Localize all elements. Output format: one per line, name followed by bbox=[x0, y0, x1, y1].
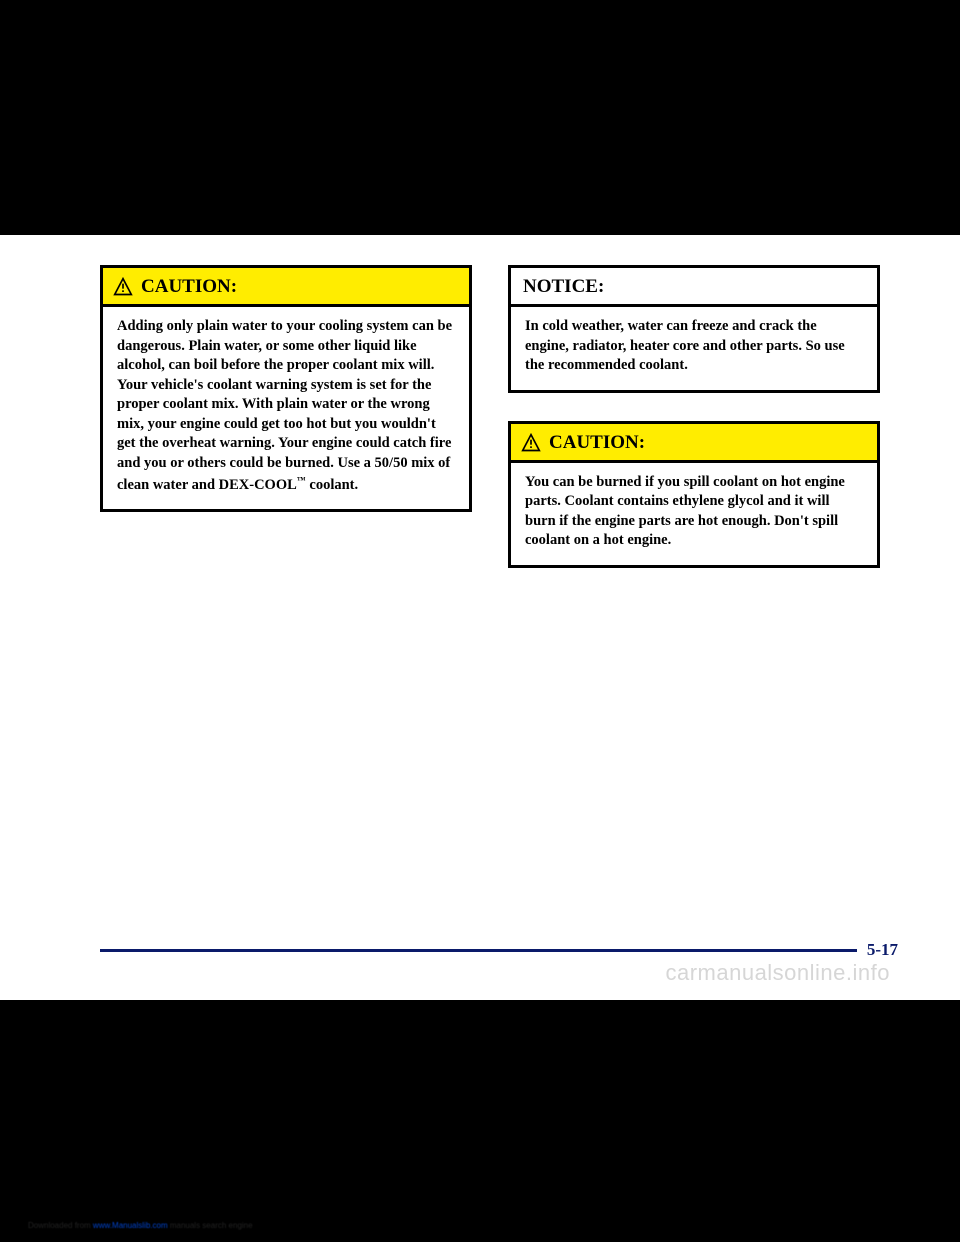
caution-box-2: CAUTION: You can be burned if you spill … bbox=[508, 421, 880, 568]
footer-rule bbox=[100, 949, 880, 952]
warning-triangle-icon bbox=[113, 277, 133, 297]
notice-title: NOTICE: bbox=[511, 268, 877, 307]
left-column: CAUTION: Adding only plain water to your… bbox=[100, 265, 472, 568]
download-link[interactable]: www.Manualslib.com bbox=[93, 1221, 168, 1230]
caution-box-1: CAUTION: Adding only plain water to your… bbox=[100, 265, 472, 512]
notice-body: In cold weather, water can freeze and cr… bbox=[511, 307, 877, 390]
caution-title-2: CAUTION: bbox=[549, 432, 645, 454]
download-post: manuals search engine bbox=[168, 1221, 253, 1230]
caution-header-2: CAUTION: bbox=[511, 424, 877, 463]
page-number: 5-17 bbox=[857, 940, 898, 960]
caution-body-2: You can be burned if you spill coolant o… bbox=[511, 463, 877, 565]
download-source-line: Downloaded from www.Manualslib.com manua… bbox=[28, 1221, 253, 1230]
download-pre: Downloaded from bbox=[28, 1221, 93, 1230]
caution-body-1: Adding only plain water to your cooling … bbox=[103, 307, 469, 509]
caution-title-1: CAUTION: bbox=[141, 276, 237, 298]
warning-triangle-icon bbox=[521, 433, 541, 453]
right-column: NOTICE: In cold weather, water can freez… bbox=[508, 265, 880, 568]
content-columns: CAUTION: Adding only plain water to your… bbox=[100, 265, 880, 568]
watermark-text: carmanualsonline.info bbox=[665, 960, 890, 986]
caution-header-1: CAUTION: bbox=[103, 268, 469, 307]
caution-text-1-pre: Adding only plain water to your cooling … bbox=[117, 318, 452, 492]
trademark-symbol: ™ bbox=[297, 475, 306, 485]
notice-box: NOTICE: In cold weather, water can freez… bbox=[508, 265, 880, 393]
manual-page: CAUTION: Adding only plain water to your… bbox=[0, 235, 960, 1000]
caution-text-1-post: coolant. bbox=[306, 476, 358, 492]
